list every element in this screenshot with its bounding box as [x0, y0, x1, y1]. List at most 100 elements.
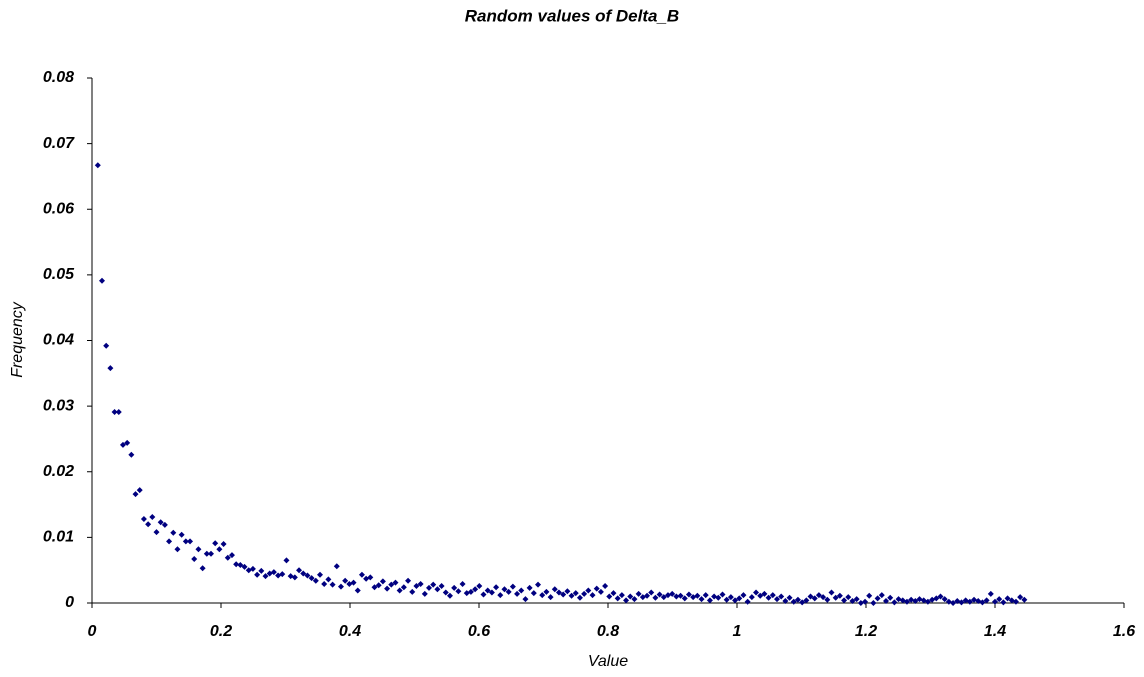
point: [367, 574, 374, 581]
y-tick-label: 0.06: [43, 200, 74, 217]
point: [199, 565, 206, 572]
point: [585, 587, 592, 594]
point: [866, 592, 873, 599]
point: [610, 590, 617, 597]
point: [208, 550, 215, 557]
y-tick-label: 0: [65, 594, 74, 611]
point: [421, 590, 428, 597]
point: [379, 578, 386, 585]
point: [765, 594, 772, 601]
point: [224, 554, 231, 561]
x-tick-label: 1.4: [984, 623, 1006, 640]
x-tick-label: 0: [88, 623, 97, 640]
point: [258, 567, 265, 574]
point: [220, 540, 227, 547]
point: [304, 572, 311, 579]
point: [887, 594, 894, 601]
y-axis-label: Frequency: [9, 301, 26, 378]
point: [446, 592, 453, 599]
point: [627, 593, 634, 600]
point: [342, 577, 349, 584]
point: [870, 600, 877, 606]
x-tick-label: 0.2: [210, 623, 232, 640]
point: [618, 592, 625, 599]
point: [111, 409, 118, 416]
point: [631, 596, 638, 603]
point: [103, 342, 110, 349]
point: [736, 595, 743, 602]
point: [279, 571, 286, 578]
point: [606, 593, 613, 600]
point: [195, 546, 202, 553]
point: [526, 584, 533, 591]
point: [124, 439, 131, 446]
point: [614, 595, 621, 602]
point: [388, 581, 395, 588]
point: [635, 590, 642, 597]
point: [375, 582, 382, 589]
point: [769, 592, 776, 599]
point: [417, 580, 424, 587]
point: [497, 592, 504, 599]
point: [535, 581, 542, 588]
point: [459, 580, 466, 587]
point: [719, 591, 726, 598]
point: [1012, 598, 1019, 605]
point: [543, 588, 550, 595]
point: [484, 587, 491, 594]
point: [644, 592, 651, 599]
point: [715, 594, 722, 601]
point: [119, 441, 126, 448]
point: [773, 596, 780, 603]
point: [174, 546, 181, 553]
point: [748, 594, 755, 601]
point: [602, 582, 609, 589]
point: [849, 598, 856, 605]
point: [296, 567, 303, 574]
point: [505, 588, 512, 595]
point: [522, 596, 529, 603]
point: [832, 594, 839, 601]
y-tick-label: 0.03: [43, 397, 74, 414]
point: [149, 514, 156, 521]
point: [862, 598, 869, 605]
chart-title: Random values of Delta_B: [465, 6, 679, 25]
point: [509, 583, 516, 590]
point: [262, 573, 269, 580]
point: [958, 599, 965, 606]
point: [518, 587, 525, 594]
point: [384, 585, 391, 592]
point: [333, 563, 340, 570]
point: [761, 590, 768, 597]
point: [803, 597, 810, 604]
point: [815, 592, 822, 599]
point: [786, 594, 793, 601]
x-tick-label: 1.2: [855, 623, 877, 640]
point: [136, 487, 143, 494]
point: [392, 579, 399, 586]
point: [480, 591, 487, 598]
point: [438, 582, 445, 589]
point: [924, 598, 931, 605]
point: [966, 598, 973, 605]
point: [782, 598, 789, 605]
point: [337, 583, 344, 590]
point: [891, 599, 898, 606]
point: [677, 592, 684, 599]
point: [405, 577, 412, 584]
y-tick-label: 0.01: [43, 529, 74, 546]
point: [933, 595, 940, 602]
point: [241, 563, 248, 570]
point: [669, 590, 676, 597]
point: [94, 162, 101, 169]
point: [560, 591, 567, 598]
point: [187, 538, 194, 545]
point: [472, 586, 479, 593]
point: [732, 597, 739, 604]
point: [841, 597, 848, 604]
point: [564, 588, 571, 595]
point: [254, 571, 261, 578]
point: [807, 593, 814, 600]
point: [673, 593, 680, 600]
